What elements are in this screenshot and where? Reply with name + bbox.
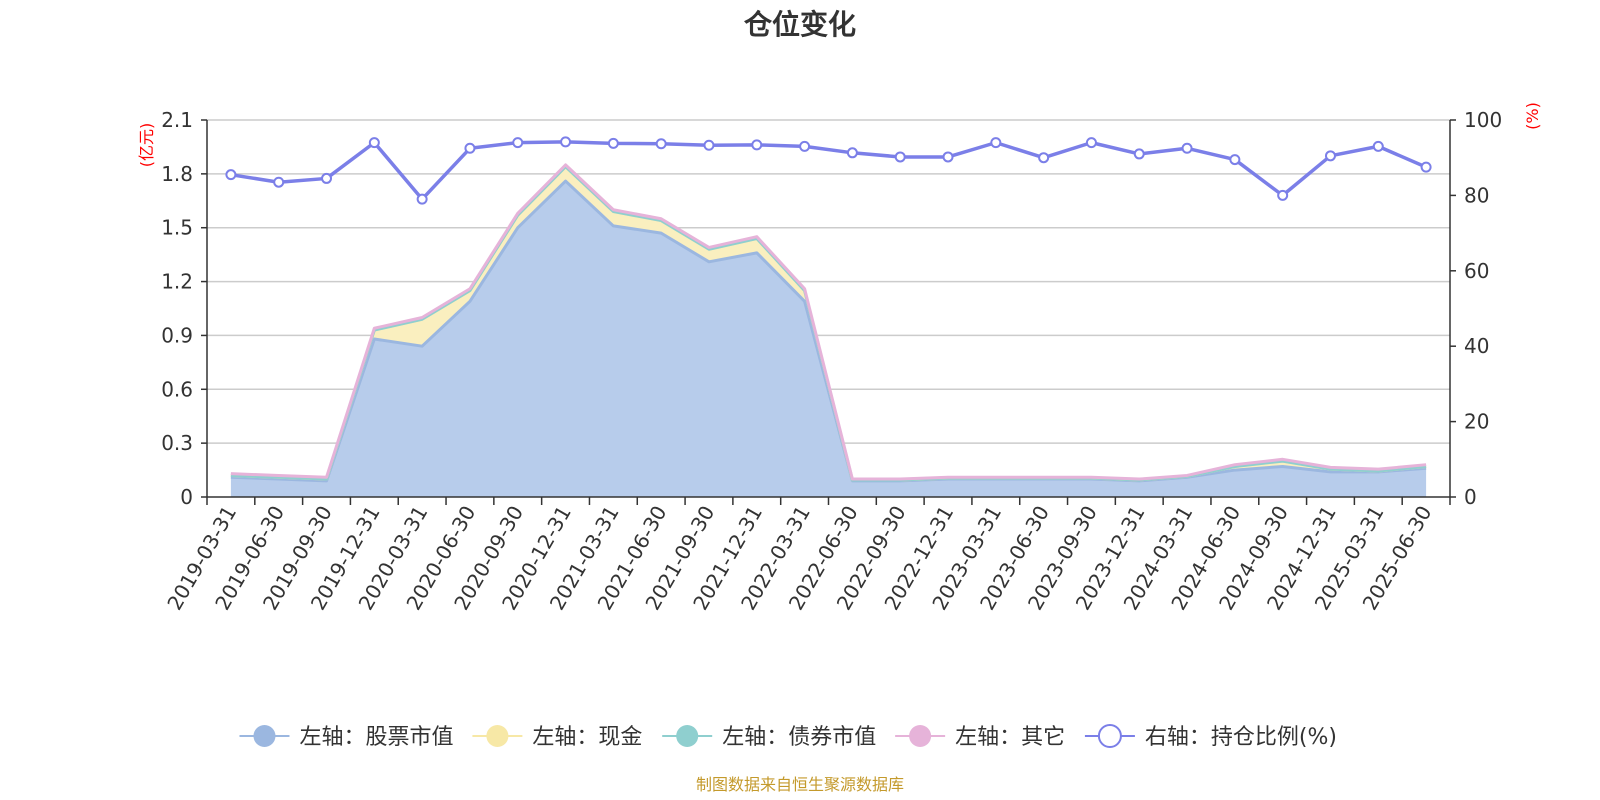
right-tick-label: 100 [1464, 108, 1502, 132]
holding-ratio-point [1420, 161, 1432, 173]
legend-item-2[interactable]: 左轴：债券市值 [662, 725, 876, 750]
right-tick-label: 80 [1464, 183, 1489, 207]
holding-ratio-point [607, 137, 619, 149]
legend-item-0[interactable]: 左轴：股票市值 [239, 725, 453, 750]
holding-ratio-line [230, 140, 1427, 201]
holding-ratio-point [1181, 142, 1193, 154]
holding-ratio-point [1372, 140, 1384, 152]
chart-title: 仓位变化 [744, 8, 856, 41]
holding-ratio-point [464, 142, 476, 154]
holding-ratio-point [703, 139, 715, 151]
data-source-note: 制图数据来自恒生聚源数据库 [696, 775, 904, 794]
holding-ratio-point [1277, 189, 1289, 201]
right-tick-label: 40 [1464, 334, 1489, 358]
left-tick-label: 1.2 [161, 270, 193, 294]
legend-item-4[interactable]: 右轴：持仓比例(%) [1084, 724, 1337, 750]
holding-ratio-point [846, 147, 858, 159]
area-line-series-3 [230, 163, 1427, 481]
right-tick-label: 20 [1464, 410, 1489, 434]
legend-label: 右轴：持仓比例(%) [1145, 725, 1337, 750]
right-tick-label: 0 [1464, 485, 1477, 509]
holding-ratio-point [1229, 154, 1241, 166]
left-tick-label: 1.5 [161, 216, 193, 240]
left-tick-label: 0.6 [161, 377, 193, 401]
holding-ratio-point [894, 151, 906, 163]
holding-ratio-point [560, 136, 572, 148]
holding-ratio-point [273, 176, 285, 188]
left-tick-label: 0.3 [161, 431, 193, 455]
legend-label: 左轴：其它 [955, 725, 1065, 750]
holding-ratio-point [416, 193, 428, 205]
holding-ratio-point [1324, 150, 1336, 162]
holding-ratio-point [990, 137, 1002, 149]
legend-marker-icon [909, 725, 932, 747]
left-axis-unit: (亿元) [137, 123, 156, 168]
holding-ratio-point [1038, 152, 1050, 164]
holding-ratio-point [1133, 148, 1145, 160]
legend-marker-icon [676, 725, 699, 747]
legend-item-1[interactable]: 左轴：现金 [472, 725, 642, 750]
legend-marker-icon [253, 725, 276, 747]
left-tick-label: 0.9 [161, 323, 193, 347]
left-tick-label: 2.1 [161, 108, 193, 132]
holding-ratio-point [368, 137, 380, 149]
holding-ratio-point [942, 151, 954, 163]
legend-label: 左轴：股票市值 [299, 725, 453, 750]
holding-ratio-point [512, 137, 524, 149]
legend-label: 左轴：债券市值 [722, 725, 876, 750]
holding-ratio-point [1085, 137, 1097, 149]
right-tick-label: 60 [1464, 259, 1489, 283]
holding-ratio-point [225, 169, 237, 181]
legend-item-3[interactable]: 左轴：其它 [895, 725, 1065, 750]
holding-ratio-point [655, 138, 667, 150]
right-axis-unit: (%) [1523, 102, 1542, 130]
left-tick-label: 0 [180, 485, 193, 509]
holding-ratio-point [799, 140, 811, 152]
legend-marker-icon [486, 725, 509, 747]
legend-marker-icon [1097, 724, 1122, 748]
area-series-0 [230, 181, 1427, 498]
legend-label: 左轴：现金 [532, 725, 642, 750]
left-tick-label: 1.8 [161, 162, 193, 186]
holding-ratio-point [321, 172, 333, 184]
holding-ratio-point [751, 139, 763, 151]
